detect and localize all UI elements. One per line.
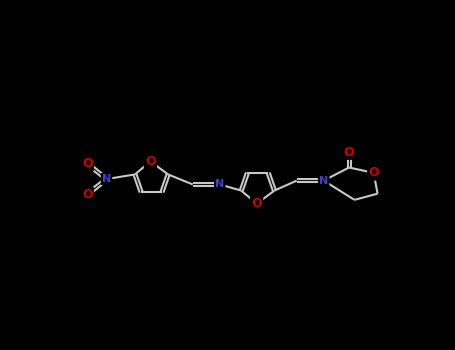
Text: N: N (215, 180, 224, 189)
Text: N: N (319, 176, 329, 186)
Text: O: O (369, 166, 379, 180)
Text: O: O (82, 157, 92, 170)
Text: O: O (145, 155, 156, 168)
Text: N: N (102, 174, 111, 184)
Text: O: O (82, 188, 92, 201)
Text: O: O (344, 146, 354, 159)
Text: O: O (251, 197, 262, 210)
